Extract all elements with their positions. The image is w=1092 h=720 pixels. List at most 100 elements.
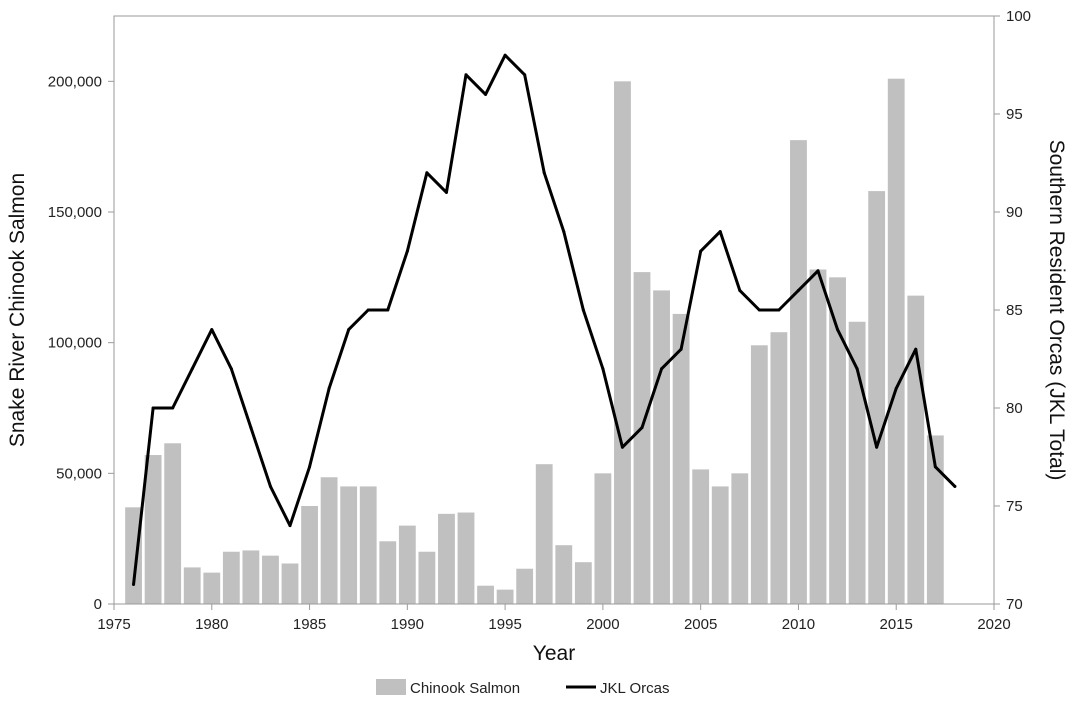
y-right-tick-label-70: 70: [1006, 596, 1023, 613]
orcas-point-1996: [523, 73, 527, 77]
y-right-tick-label-95: 95: [1006, 106, 1023, 123]
orcas-point-2015: [894, 386, 898, 390]
line-layer: [132, 53, 957, 586]
orcas-point-2012: [836, 328, 840, 332]
bar-2010: [790, 140, 807, 604]
bar-2005: [692, 469, 710, 604]
orcas-point-1981: [229, 367, 233, 371]
bar-2014: [868, 191, 886, 604]
bar-1993: [457, 512, 475, 604]
bar-1995: [496, 589, 514, 604]
bar-2016: [907, 295, 925, 604]
orcas-point-1992: [444, 190, 448, 194]
x-tick-label-1985: 1985: [293, 616, 326, 633]
bar-1976: [125, 507, 142, 604]
orcas-point-2010: [796, 288, 800, 292]
y-right-tick-label-75: 75: [1006, 498, 1023, 515]
orcas-point-1982: [249, 426, 253, 430]
y-left-tick-label-150000: 150,000: [48, 204, 102, 221]
bar-1983: [262, 555, 279, 604]
x-tick-label-2000: 2000: [586, 616, 619, 633]
bar-2007: [731, 473, 749, 604]
orcas-point-2004: [679, 347, 683, 351]
y-left-tick-label-100000: 100,000: [48, 335, 102, 352]
orcas-point-1998: [562, 230, 566, 234]
orcas-point-2014: [875, 445, 879, 449]
bar-1987: [340, 486, 358, 604]
bar-1998: [555, 545, 573, 604]
orcas-point-1994: [484, 92, 488, 96]
bar-2002: [633, 272, 651, 604]
bars-layer: [125, 78, 944, 605]
orcas-point-1980: [210, 328, 214, 332]
bar-1999: [574, 562, 592, 604]
orcas-point-2013: [855, 367, 859, 371]
x-axis: 1975 1980 1985 1990 1995 2000 2005 2010 2015 2020: [97, 604, 1011, 633]
orcas-point-2018: [953, 484, 957, 488]
orcas-point-2000: [601, 367, 605, 371]
orcas-point-2002: [640, 426, 644, 430]
orcas-point-2017: [933, 465, 937, 469]
orcas-point-1991: [425, 171, 429, 175]
bar-1997: [535, 464, 553, 604]
legend-swatch-chinook: [376, 679, 406, 695]
orcas-point-1987: [347, 328, 351, 332]
bar-2004: [672, 313, 690, 604]
x-tick-label-1995: 1995: [488, 616, 521, 633]
bar-2006: [711, 486, 729, 604]
orcas-point-1979: [190, 367, 194, 371]
orcas-point-1983: [268, 484, 272, 488]
orcas-point-1995: [503, 53, 507, 57]
orcas-point-1993: [464, 73, 468, 77]
orcas-point-1978: [171, 406, 175, 410]
y-axis-right-title: Southern Resident Orcas (JKL Total): [1045, 140, 1068, 481]
bar-2013: [848, 321, 866, 604]
bar-1990: [398, 525, 416, 604]
bar-1985: [301, 506, 318, 604]
orcas-point-1985: [308, 465, 312, 469]
orcas-point-2011: [816, 269, 820, 273]
orcas-point-2016: [914, 347, 918, 351]
bar-2015: [887, 78, 905, 605]
y-right-tick-label-85: 85: [1006, 302, 1023, 319]
bar-2001: [614, 81, 631, 604]
orcas-point-2006: [718, 230, 722, 234]
y-axis-left: 0 50,000 100,000 150,000 200,000: [48, 73, 114, 613]
x-tick-label-1990: 1990: [391, 616, 424, 633]
legend: Chinook Salmon JKL Orcas: [376, 679, 669, 697]
bar-1992: [438, 513, 455, 604]
orcas-point-1990: [405, 249, 409, 253]
bar-1984: [281, 563, 299, 604]
orcas-point-1989: [386, 308, 390, 312]
bar-1979: [183, 567, 201, 604]
x-tick-label-1980: 1980: [195, 616, 228, 633]
orcas-point-2007: [738, 288, 742, 292]
bar-2008: [750, 345, 768, 604]
bar-2000: [594, 473, 612, 604]
orcas-point-1977: [151, 406, 155, 410]
bar-2003: [653, 290, 670, 604]
bar-1991: [418, 551, 436, 604]
orcas-point-1976: [132, 582, 136, 586]
x-tick-label-2015: 2015: [880, 616, 913, 633]
orcas-point-1997: [542, 171, 546, 175]
x-axis-title: Year: [533, 642, 575, 665]
y-right-tick-label-90: 90: [1006, 204, 1023, 221]
bar-1988: [359, 486, 377, 604]
y-left-tick-label-50000: 50,000: [56, 465, 102, 482]
bar-1994: [477, 585, 494, 604]
x-tick-label-2020: 2020: [977, 616, 1010, 633]
legend-label-orcas: JKL Orcas: [600, 680, 669, 697]
y-axis-right: 70 75 80 85 90 95 100: [994, 8, 1031, 613]
bar-1989: [379, 541, 397, 604]
bar-1996: [516, 568, 534, 604]
orcas-point-1986: [327, 386, 331, 390]
orcas-point-2008: [757, 308, 761, 312]
bar-1982: [242, 550, 260, 604]
bar-1980: [203, 572, 221, 604]
y-left-tick-label-200000: 200,000: [48, 73, 102, 90]
bar-2011: [809, 269, 827, 604]
bar-1986: [320, 477, 338, 604]
